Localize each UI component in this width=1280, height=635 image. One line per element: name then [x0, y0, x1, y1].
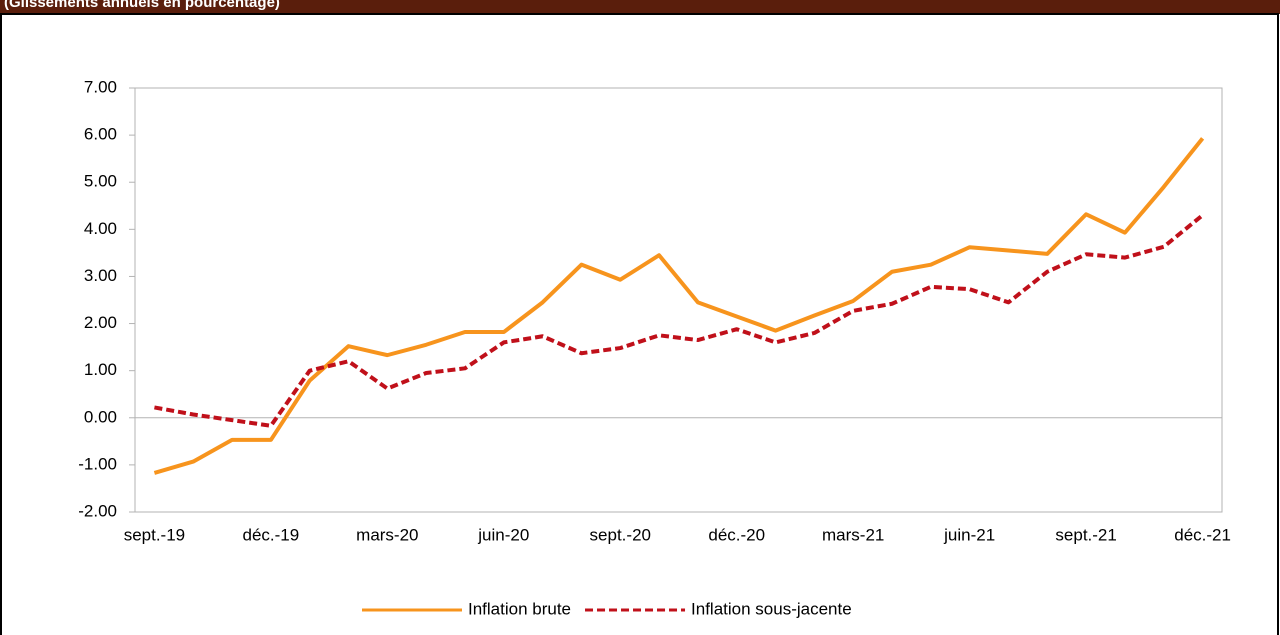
y-tick-label: 4.00: [84, 219, 117, 238]
series-line: [154, 213, 1204, 428]
x-tick-label: sept.-19: [124, 525, 185, 544]
y-tick-label: 5.00: [84, 172, 117, 191]
legend-label: Inflation sous-jacente: [691, 599, 852, 618]
y-tick-label: 2.00: [84, 313, 117, 332]
x-tick-label: juin-21: [943, 525, 995, 544]
x-tick-label: juin-20: [477, 525, 529, 544]
x-tick-label: déc.-19: [243, 525, 300, 544]
frame: [0, 13, 1279, 635]
x-tick-label: sept.-21: [1055, 525, 1116, 544]
y-tick-label: 7.00: [84, 77, 117, 96]
chart-title: (Glissements annuels en pourcentage): [4, 0, 280, 11]
y-tick-label: 3.00: [84, 266, 117, 285]
x-tick-label: mars-20: [356, 525, 418, 544]
legend-label: Inflation brute: [468, 599, 571, 618]
y-tick-label: 6.00: [84, 125, 117, 144]
x-tick-label: déc.-20: [708, 525, 765, 544]
y-tick-label: -1.00: [78, 454, 117, 473]
plot-area: [134, 87, 1223, 513]
y-tick-label: 1.00: [84, 360, 117, 379]
y-tick-label: -2.00: [78, 501, 117, 520]
series-line: [153, 137, 1205, 475]
x-tick-label: déc.-21: [1174, 525, 1231, 544]
x-tick-label: mars-21: [822, 525, 884, 544]
y-tick-label: 0.00: [84, 407, 117, 426]
header-bar: [0, 0, 1280, 14]
x-tick-label: sept.-20: [590, 525, 651, 544]
